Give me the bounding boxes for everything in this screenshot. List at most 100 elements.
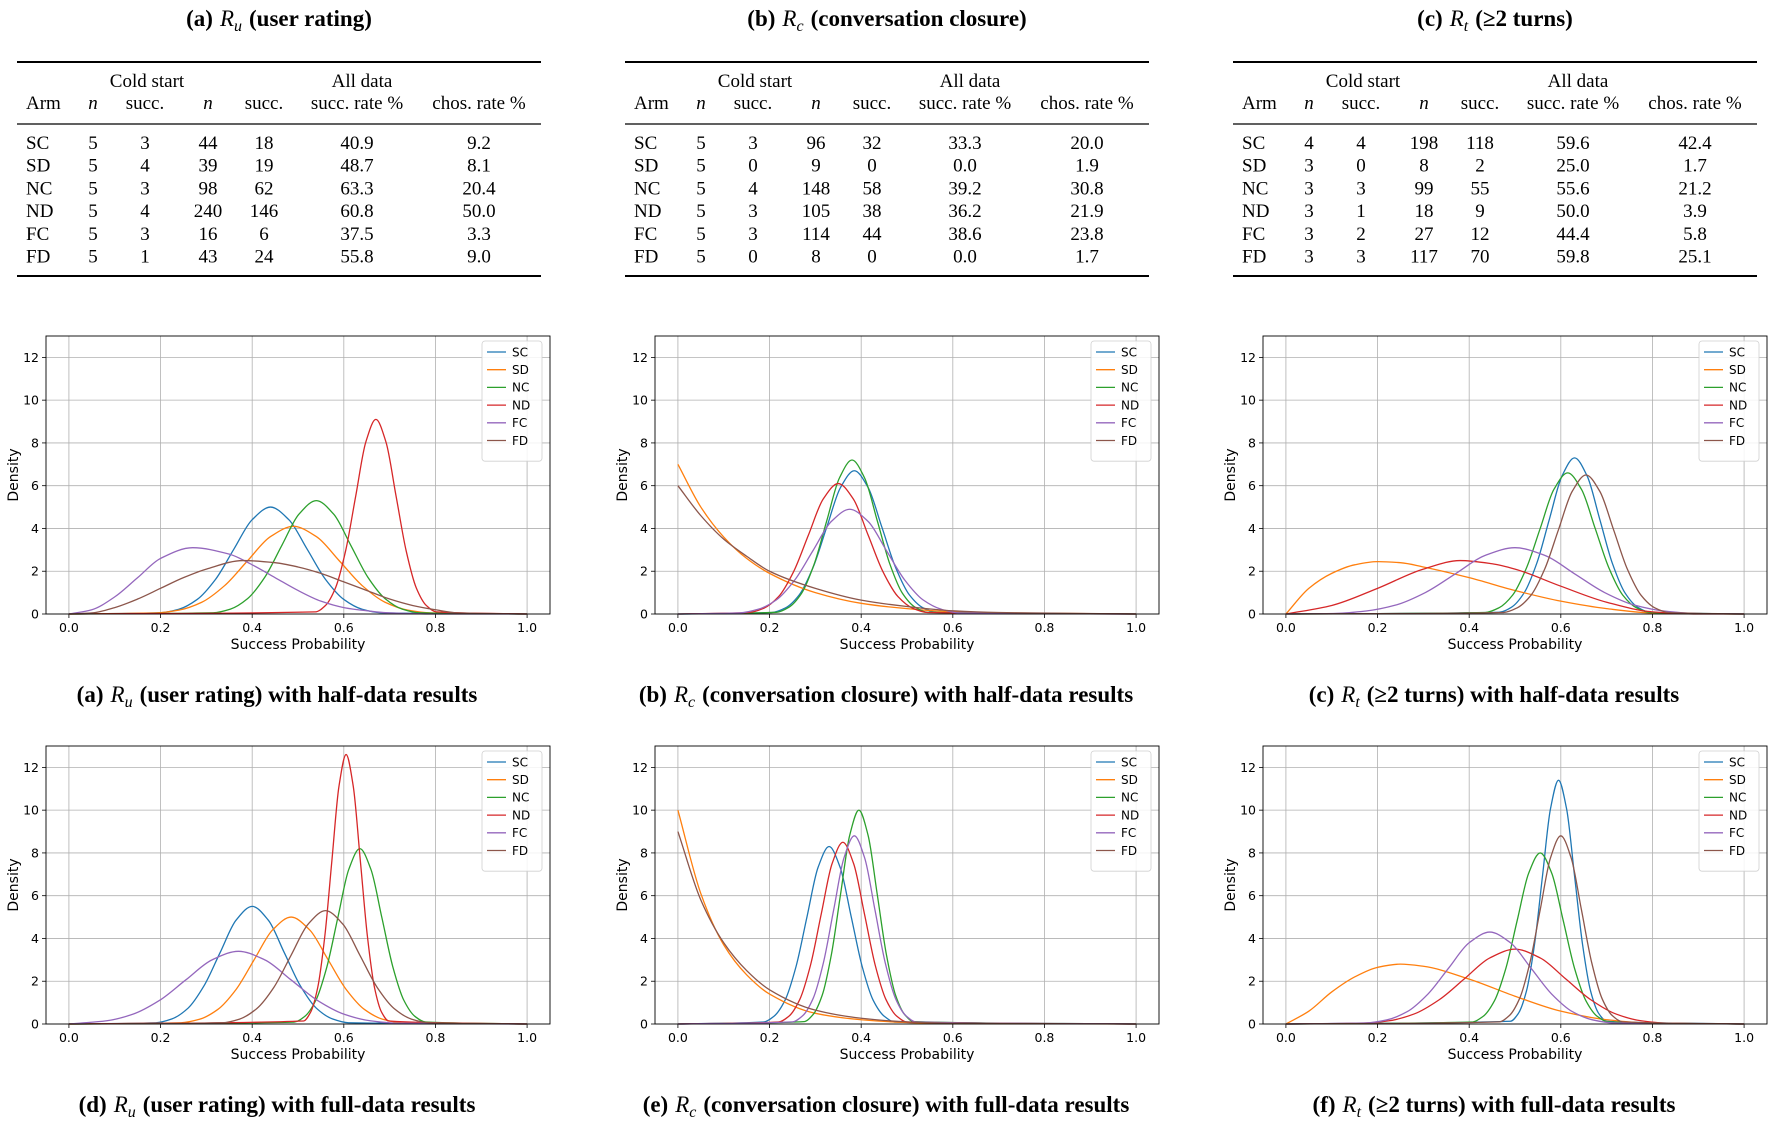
axes-frame (654, 335, 1160, 615)
density-line (1285, 559, 1745, 615)
x-tick-label: 0.2 (760, 620, 780, 635)
table-cell: 9.0 (467, 247, 491, 268)
table-cell: 39 (199, 156, 218, 177)
table-cell: 5 (696, 247, 706, 268)
x-tick-label: 0.0 (59, 1030, 79, 1045)
legend-label: ND (1121, 398, 1139, 412)
table-cell: 18 (1415, 201, 1434, 222)
table-cell: 63.3 (340, 178, 373, 199)
x-tick-label: 0.2 (1368, 620, 1388, 635)
density-line (1285, 472, 1745, 615)
column-header: n (1304, 93, 1314, 114)
x-tick-label: 1.0 (517, 1030, 537, 1045)
table-cell: 70 (1471, 247, 1490, 268)
table-cell: 59.8 (1556, 247, 1589, 268)
table-cell: 99 (1415, 178, 1434, 199)
density-line (677, 831, 1137, 1025)
density-line (1285, 779, 1745, 1025)
table-cell: 3 (748, 224, 758, 245)
x-tick-label: 0.6 (334, 620, 354, 635)
table-cell: 1.9 (1075, 156, 1099, 177)
y-tick-label: 8 (1248, 845, 1256, 860)
table-cell: NC (634, 178, 660, 199)
legend-label: FD (1729, 844, 1745, 858)
table-cell: 62 (255, 178, 274, 199)
column-group-header: Cold start (110, 71, 185, 92)
y-tick-label: 4 (1248, 521, 1256, 536)
density-line (68, 950, 528, 1025)
table-cell: 198 (1410, 133, 1439, 154)
density-line (68, 506, 528, 615)
table-cell: 12 (1471, 224, 1490, 245)
table-cell: 21.9 (1070, 201, 1103, 222)
density-line (1285, 931, 1745, 1025)
x-axis-label: Success Probability (231, 1047, 366, 1063)
legend-label: NC (512, 791, 529, 805)
table-cell: 25.0 (1556, 156, 1589, 177)
column-group-header: All data (1548, 71, 1609, 92)
table-cell: SD (1242, 156, 1266, 177)
x-tick-label: 0.6 (334, 1030, 354, 1045)
legend-label: FC (1121, 416, 1136, 430)
table-cell: 38 (863, 201, 882, 222)
table-cell: 148 (802, 178, 831, 199)
chart-caption: (e) Rc (conversation closure) with full-da… (643, 1092, 1130, 1121)
y-tick-label: 2 (640, 974, 648, 989)
table-cell: 105 (802, 201, 831, 222)
y-axis-label: Density (1223, 448, 1239, 501)
table-cell: 18 (255, 133, 274, 154)
y-tick-label: 4 (1248, 931, 1256, 946)
legend-label: SC (512, 755, 528, 769)
y-tick-label: 12 (23, 760, 39, 775)
x-tick-label: 0.8 (1643, 1030, 1663, 1045)
y-tick-label: 4 (640, 521, 648, 536)
column-header: succ. (734, 93, 773, 114)
x-tick-label: 0.0 (1276, 1030, 1296, 1045)
table-cell: 55 (1471, 178, 1490, 199)
table-title-subscript: u (234, 18, 242, 35)
table-cell: 55.8 (340, 247, 373, 268)
table-cell: SC (26, 133, 49, 154)
density-line (68, 418, 528, 615)
table-title-symbol: R (1449, 6, 1464, 31)
density-line (68, 500, 528, 615)
table-cell: 19 (255, 156, 274, 177)
table-cell: 9 (1475, 201, 1485, 222)
chart-caption-label: (f) (1313, 1092, 1336, 1117)
density-line (68, 525, 528, 615)
x-tick-label: 0.2 (151, 1030, 171, 1045)
y-tick-label: 10 (1240, 803, 1256, 818)
x-tick-label: 1.0 (1126, 1030, 1146, 1045)
column-header: succ. rate % (919, 93, 1011, 114)
chart-caption-text: (≥2 turns) with full-data results (1368, 1092, 1675, 1117)
column-header: succ. (1461, 93, 1500, 114)
table-cell: 114 (802, 224, 830, 245)
table-cell: 48.7 (340, 156, 373, 177)
x-tick-label: 0.4 (1459, 1030, 1479, 1045)
table-cell: 117 (1410, 247, 1438, 268)
density-line (677, 482, 1137, 615)
y-tick-label: 6 (640, 478, 648, 493)
table-title-text: (≥2 turns) (1475, 6, 1573, 31)
legend-label: NC (1121, 381, 1138, 395)
table-cell: FD (634, 247, 658, 268)
table-cell: 3 (1304, 201, 1314, 222)
table-cell: 5 (696, 156, 706, 177)
table-cell: 6 (259, 224, 269, 245)
chart-caption-text: (conversation closure) with full-data re… (703, 1092, 1129, 1117)
x-tick-label: 0.6 (943, 620, 963, 635)
table-cell: 3 (140, 178, 150, 199)
column-group-header: Cold start (718, 71, 793, 92)
x-tick-label: 0.0 (59, 620, 79, 635)
density-line (68, 910, 528, 1025)
chart-caption: (c) Rt (≥2 turns) with half-data results (1309, 682, 1680, 711)
column-header: n (811, 93, 821, 114)
table-cell: 5 (88, 178, 98, 199)
table-cell: 24 (255, 247, 275, 268)
table-cell: 146 (250, 201, 279, 222)
table-cell: 0 (867, 156, 877, 177)
table: (b) Rc (conversation closure) Cold start All… (625, 6, 1149, 277)
legend-label: ND (1729, 808, 1747, 822)
x-tick-label: 1.0 (1734, 620, 1754, 635)
